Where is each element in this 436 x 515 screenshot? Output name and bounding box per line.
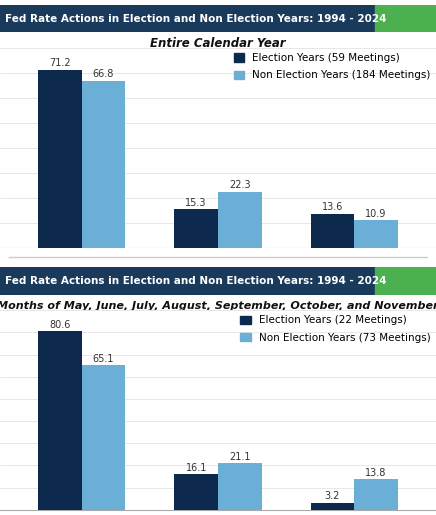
Bar (375, 5, 436, 32)
Bar (311, 214, 354, 248)
Text: 65.1: 65.1 (93, 354, 114, 364)
Text: 71.2: 71.2 (49, 58, 71, 68)
Text: Entire Calendar Year: Entire Calendar Year (150, 37, 286, 50)
Bar (82, 366, 126, 510)
Bar (375, 267, 436, 295)
Text: Fed Rate Actions in Election and Non Election Years: 1994 - 2024: Fed Rate Actions in Election and Non Ele… (6, 14, 387, 24)
Text: 3.2: 3.2 (325, 491, 340, 502)
Text: 66.8: 66.8 (93, 70, 114, 79)
Bar (38, 70, 82, 248)
Text: Months of May, June, July, August, September, October, and November: Months of May, June, July, August, Septe… (0, 301, 436, 311)
Text: Fed Rate Actions in Election and Non Election Years: 1994 - 2024: Fed Rate Actions in Election and Non Ele… (6, 276, 387, 286)
Text: 21.1: 21.1 (229, 452, 251, 462)
Text: 15.3: 15.3 (185, 198, 207, 208)
Legend: Election Years (59 Meetings), Non Election Years (184 Meetings): Election Years (59 Meetings), Non Electi… (234, 53, 431, 80)
Text: 22.3: 22.3 (229, 180, 251, 191)
Bar (354, 220, 398, 248)
Text: 13.8: 13.8 (365, 468, 387, 478)
Bar (218, 463, 262, 510)
Text: 13.6: 13.6 (322, 202, 343, 212)
Bar (82, 81, 126, 248)
Bar (174, 209, 218, 248)
Text: 80.6: 80.6 (49, 320, 71, 330)
Bar (218, 192, 262, 248)
Bar (174, 474, 218, 510)
Bar (311, 503, 354, 510)
Bar (38, 331, 82, 510)
Text: 16.1: 16.1 (185, 463, 207, 473)
Bar (354, 479, 398, 510)
Legend: Election Years (22 Meetings), Non Election Years (73 Meetings): Election Years (22 Meetings), Non Electi… (240, 316, 431, 343)
Text: 10.9: 10.9 (365, 209, 387, 219)
